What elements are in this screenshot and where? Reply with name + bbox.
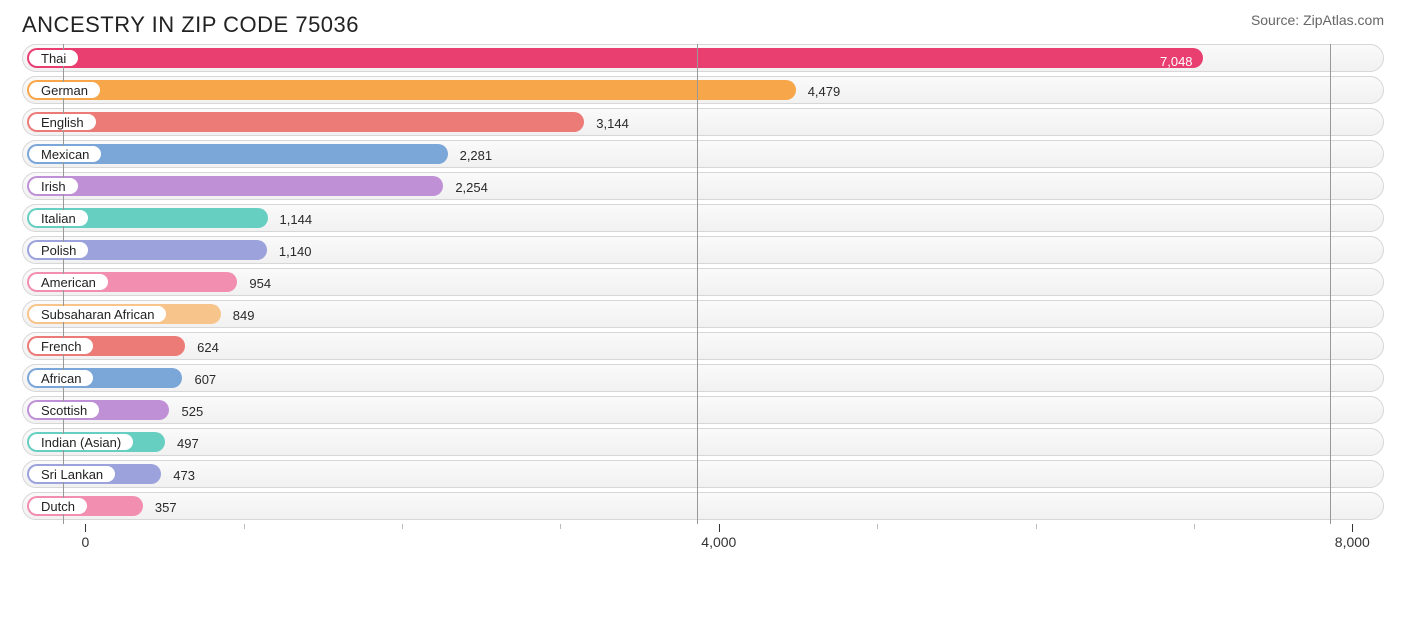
bar-value: 2,254 — [455, 173, 488, 201]
axis-tick-minor — [244, 524, 245, 529]
bar-value: 607 — [194, 365, 216, 393]
bar-fill: 7,048 — [27, 48, 1203, 68]
bar-value: 7,048 — [1160, 51, 1193, 71]
bar-track: Scottish 525 — [22, 396, 1384, 424]
bar-value: 954 — [249, 269, 271, 297]
axis-tick-minor — [402, 524, 403, 529]
chart-area: 7,048 Thai German 4,479 English 3,144 Mexican 2… — [0, 44, 1406, 520]
bar-track: 7,048 Thai — [22, 44, 1384, 72]
bar-value: 357 — [155, 493, 177, 521]
bar-label: Dutch — [29, 498, 87, 514]
bar-label: English — [29, 114, 96, 130]
bar-label: German — [29, 82, 100, 98]
bar-row: Indian (Asian) 497 — [22, 428, 1384, 456]
bar-value: 473 — [173, 461, 195, 489]
bar-track: French 624 — [22, 332, 1384, 360]
axis-tick-minor — [560, 524, 561, 529]
bar-row: Irish 2,254 — [22, 172, 1384, 200]
bar-label: French — [29, 338, 93, 354]
bar-track: Dutch 357 — [22, 492, 1384, 520]
bar-value: 4,479 — [808, 77, 841, 105]
chart-header: ANCESTRY IN ZIP CODE 75036 Source: ZipAt… — [0, 0, 1406, 44]
bar-track: Indian (Asian) 497 — [22, 428, 1384, 456]
bar-track: Italian 1,144 — [22, 204, 1384, 232]
grid-line — [1330, 44, 1331, 524]
bar-label: Subsaharan African — [29, 306, 166, 322]
bar-label: Sri Lankan — [29, 466, 115, 482]
axis-tick-minor — [877, 524, 878, 529]
bar-track: American 954 — [22, 268, 1384, 296]
bar-label: Indian (Asian) — [29, 434, 133, 450]
bar-label: African — [29, 370, 93, 386]
bar-track: English 3,144 — [22, 108, 1384, 136]
bar-row: Subsaharan African 849 — [22, 300, 1384, 328]
bar-fill — [27, 112, 584, 132]
bar-row: 7,048 Thai — [22, 44, 1384, 72]
bar-fill — [27, 176, 443, 196]
bar-value: 1,144 — [280, 205, 313, 233]
axis-tick — [1352, 524, 1353, 532]
bar-track: Mexican 2,281 — [22, 140, 1384, 168]
bar-row: Polish 1,140 — [22, 236, 1384, 264]
axis-tick-label: 8,000 — [1335, 534, 1370, 550]
axis-tick-label: 4,000 — [701, 534, 736, 550]
bar-value: 624 — [197, 333, 219, 361]
bar-row: Italian 1,144 — [22, 204, 1384, 232]
bar-value: 2,281 — [460, 141, 493, 169]
x-axis: 0 4,000 8,000 — [22, 524, 1384, 556]
bar-track: Irish 2,254 — [22, 172, 1384, 200]
bar-label: Scottish — [29, 402, 99, 418]
bar-value: 525 — [181, 397, 203, 425]
bar-label: Polish — [29, 242, 88, 258]
bar-track: Subsaharan African 849 — [22, 300, 1384, 328]
axis-tick-minor — [1194, 524, 1195, 529]
bar-track: Sri Lankan 473 — [22, 460, 1384, 488]
bar-label: Thai — [29, 50, 78, 66]
bar-label: Irish — [29, 178, 78, 194]
bar-value: 497 — [177, 429, 199, 457]
bar-value: 849 — [233, 301, 255, 329]
bar-label: American — [29, 274, 108, 290]
axis-tick — [85, 524, 86, 532]
bar-row: French 624 — [22, 332, 1384, 360]
bar-fill — [27, 80, 796, 100]
bar-label: Mexican — [29, 146, 101, 162]
bar-value: 1,140 — [279, 237, 312, 265]
bar-track: Polish 1,140 — [22, 236, 1384, 264]
bar-row: German 4,479 — [22, 76, 1384, 104]
bar-label: Italian — [29, 210, 88, 226]
axis-tick-minor — [1036, 524, 1037, 529]
bar-row: African 607 — [22, 364, 1384, 392]
bar-row: Mexican 2,281 — [22, 140, 1384, 168]
bar-value: 3,144 — [596, 109, 629, 137]
bar-track: German 4,479 — [22, 76, 1384, 104]
chart-title: ANCESTRY IN ZIP CODE 75036 — [22, 12, 359, 38]
bar-row: American 954 — [22, 268, 1384, 296]
bar-row: Dutch 357 — [22, 492, 1384, 520]
grid-line — [697, 44, 698, 524]
chart-source: Source: ZipAtlas.com — [1251, 12, 1384, 28]
bar-track: African 607 — [22, 364, 1384, 392]
axis-tick — [719, 524, 720, 532]
axis-tick-label: 0 — [81, 534, 89, 550]
bar-row: Sri Lankan 473 — [22, 460, 1384, 488]
bar-row: Scottish 525 — [22, 396, 1384, 424]
bar-row: English 3,144 — [22, 108, 1384, 136]
